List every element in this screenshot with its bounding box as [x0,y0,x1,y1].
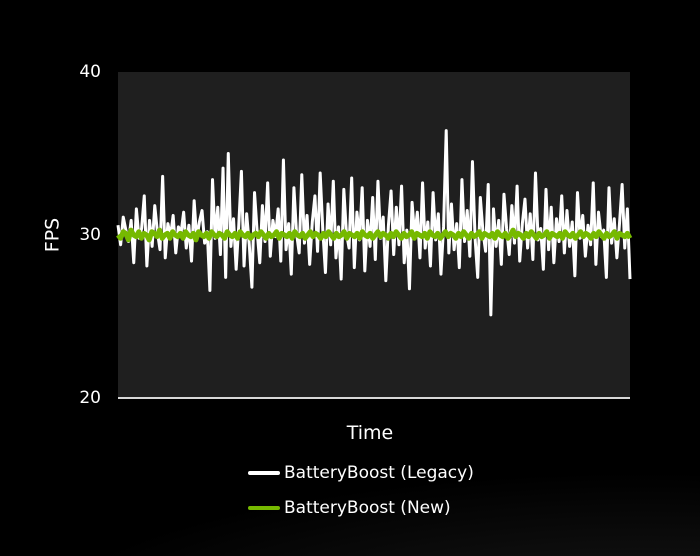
legend: BatteryBoost (Legacy) BatteryBoost (New) [248,458,474,528]
y-tick-label-40: 40 [79,62,101,82]
y-tick-label-20: 20 [79,388,101,408]
y-axis-title: FPS [42,218,64,252]
series-line-new [116,227,633,243]
legend-item-new: BatteryBoost (New) [248,493,474,523]
legend-label-new: BatteryBoost (New) [284,498,451,518]
legend-swatch-new [248,506,280,510]
y-tick-label-30: 30 [79,225,101,245]
legend-swatch-legacy [248,471,280,475]
legend-item-legacy: BatteryBoost (Legacy) [248,458,474,488]
series-line-legacy [116,129,632,317]
y-tick-labels: 20 30 40 [79,62,101,408]
x-axis-title: Time [346,422,394,444]
legend-label-legacy: BatteryBoost (Legacy) [284,463,474,483]
series-layer [116,129,633,317]
